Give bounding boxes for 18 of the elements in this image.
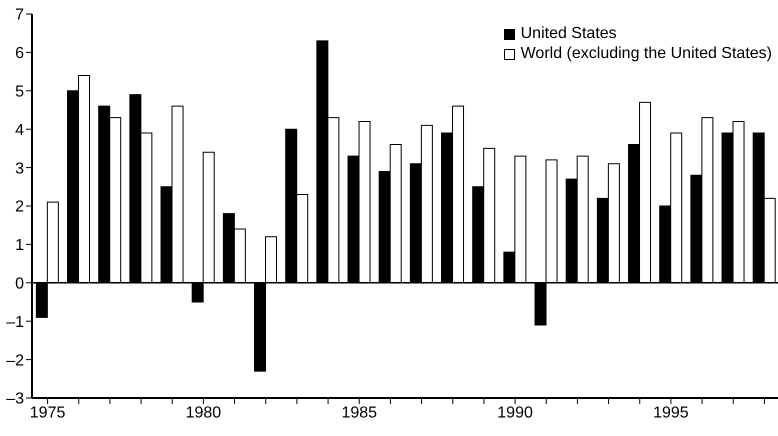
x-tick-label: 1995 [653, 404, 689, 422]
y-tick-label: –3 [6, 390, 24, 408]
y-tick-label: 1 [15, 237, 24, 254]
x-tick-label: 1975 [30, 404, 66, 422]
y-tick-label: 3 [15, 160, 24, 178]
y-tick-label: 0 [15, 275, 24, 292]
x-tick-label: 1980 [186, 404, 222, 422]
x-tick-label: 1990 [497, 404, 533, 422]
y-tick-label: 7 [15, 6, 24, 24]
y-tick-label: –1 [6, 314, 24, 331]
y-tick-label: 5 [15, 83, 24, 100]
y-tick-label: 4 [15, 122, 24, 139]
x-tick-label: 1985 [341, 404, 378, 422]
y-tick-label: 6 [15, 45, 24, 62]
y-tick-label: 2 [15, 198, 24, 216]
legend-label: United States [520, 24, 617, 44]
y-tick-label: –2 [6, 352, 24, 370]
legend-label: World (excluding the United States) [520, 44, 772, 64]
